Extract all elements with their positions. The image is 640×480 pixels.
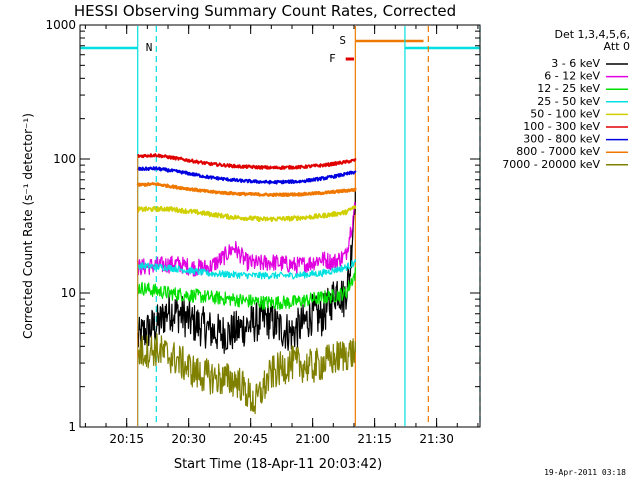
x-tick-label: 20:30 [171,432,206,446]
y-tick-label: 10 [61,286,76,300]
legend-entry-label: 800 - 7000 keV [516,145,600,158]
series-line-7 [136,182,357,198]
flag-saa-label: S [339,34,346,47]
legend-entry-label: 6 - 12 keV [544,70,600,83]
series-line-8 [137,333,356,415]
x-tick-label: 20:45 [233,432,268,446]
y-tick-label: 1 [68,420,76,434]
x-tick-label: 21:30 [419,432,454,446]
legend-entry-label: 100 - 300 keV [523,120,600,133]
series-layer [136,153,357,426]
legend-entry-label: 7000 - 20000 keV [502,158,600,171]
legend-entry-label: 25 - 50 keV [537,95,600,108]
x-axis-label: Start Time (18-Apr-11 20:03:42) [174,457,382,472]
chart-title: HESSI Observing Summary Count Rates, Cor… [74,2,456,20]
series-line-0 [137,188,356,354]
axes-layer: 1 10 100 1000 20:15 20:30 20:45 21:00 21:15 21:30 [45,18,480,446]
legend-entry-label: 3 - 6 keV [551,57,600,70]
series-line-6 [136,166,357,185]
legend-entry-label: 300 - 800 keV [523,133,600,146]
generation-timestamp: 19-Apr-2011 03:18 [544,468,626,477]
y-axis-label: Corrected Count Rate (s⁻¹ detector⁻¹) [21,113,35,339]
legend-header-detectors: Det 1,3,4,5,6, [554,28,630,41]
series-line-2 [137,267,356,310]
series-line-3 [137,258,356,280]
legend-entry-label: 12 - 25 keV [537,82,600,95]
legend-header-attenuator: Att 0 [604,40,630,53]
y-tick-label: 1000 [45,18,76,32]
series-line-5 [137,153,357,170]
series-line-4 [136,205,357,223]
plot-frame [79,24,481,428]
flags-layer: N SF [80,34,480,65]
x-tick-label: 21:15 [357,432,392,446]
y-tick-label: 100 [53,152,76,166]
legend-entry-label: 50 - 100 keV [530,107,600,120]
x-tick-label: 21:00 [295,432,330,446]
flag-night-label: N [146,41,153,54]
x-tick-label: 20:15 [109,432,144,446]
flag-flare-label: F [329,52,336,65]
